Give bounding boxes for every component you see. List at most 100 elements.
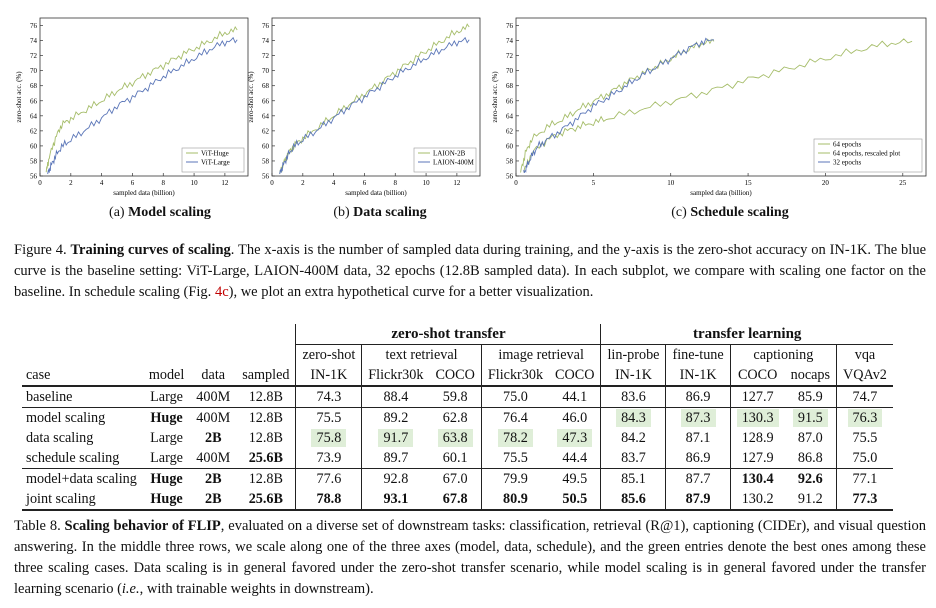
x-tick-label: 2 — [69, 179, 73, 187]
table-cell: 400M — [190, 386, 236, 408]
table-cell-value: 91.5 — [792, 408, 828, 427]
table-cell: 50.5 — [549, 489, 601, 510]
table-cell-value: 86.8 — [797, 449, 823, 466]
subcaption-c: (c) Schedule scaling — [600, 205, 860, 221]
table-cell-value: data scaling — [26, 429, 94, 446]
y-tick-label: 68 — [506, 82, 514, 90]
table-cell-value: 87.7 — [685, 470, 711, 487]
y-tick-label: 60 — [30, 142, 38, 150]
table-cell-value: 83.6 — [621, 388, 646, 405]
column-header: data — [201, 366, 226, 383]
table-cell-value: 400M — [196, 409, 231, 426]
table-cell-value: 85.9 — [797, 388, 823, 405]
table-cell: 84.3 — [600, 407, 666, 428]
table-cell-value: 80.9 — [503, 490, 528, 507]
table-cell-value: joint scaling — [26, 490, 96, 507]
table-cell: 87.0 — [785, 428, 837, 448]
y-tick-label: 66 — [506, 97, 514, 105]
table-cell-value: Large — [150, 388, 183, 405]
plot-schedule-scaling: 56 58 60 62 64 66 68 70 72 74 76 0 5 10 15 20 25 sampled … — [490, 8, 930, 198]
table-cell: 75.5 — [480, 448, 550, 469]
table-cell: 2B — [190, 428, 236, 448]
subcaption-a-title: Model scaling — [128, 205, 211, 220]
table-caption-text-end: , with trainable weights in downstream). — [139, 581, 374, 597]
y-tick-label: 66 — [262, 97, 270, 105]
table-cell-value: 75.8 — [311, 428, 347, 447]
table-cell: 87.1 — [665, 428, 731, 448]
table-cell-value: 77.3 — [852, 490, 878, 507]
table-cell: 73.9 — [295, 448, 362, 469]
table-cell: 59.8 — [429, 386, 481, 408]
table-cell: Large — [143, 428, 190, 448]
table-cell: 80.9 — [480, 489, 550, 510]
table-cell: 78.2 — [480, 428, 550, 448]
y-tick-label: 70 — [262, 67, 270, 75]
header-lin-probe: lin-probe — [600, 344, 666, 365]
table-cell: 75.0 — [836, 448, 893, 469]
legend-entry: 32 epochs — [833, 159, 861, 167]
table-cell-value: 127.7 — [741, 388, 774, 405]
table-cell: joint scaling — [22, 489, 143, 510]
table-cell-value: baseline — [26, 388, 73, 405]
table-cell: 75.0 — [480, 386, 550, 408]
plot-frame — [39, 17, 249, 177]
table-cell-value: 75.5 — [316, 409, 342, 426]
table-header-group-row: zero-shot transfer transfer learning — [22, 324, 893, 345]
y-tick-label: 62 — [262, 127, 270, 135]
table-cell-value: 89.7 — [383, 449, 409, 466]
subcaption-c-title: Schedule scaling — [690, 205, 789, 220]
subcaption-b: (b) Data scaling — [280, 205, 480, 221]
y-tick-label: 74 — [506, 37, 514, 45]
legend-box — [181, 147, 245, 173]
y-tick-label: 70 — [30, 67, 38, 75]
table-cell: 86.8 — [785, 448, 837, 469]
table-cell-value: 49.5 — [562, 470, 588, 487]
y-tick-label: 74 — [262, 37, 270, 45]
x-tick-label: 0 — [38, 179, 42, 187]
y-tick-label: 56 — [506, 173, 514, 181]
table-cell: 67.8 — [429, 489, 481, 510]
results-table: zero-shot transfer transfer learning zer… — [22, 324, 893, 511]
table-cell-value: 25.6B — [248, 490, 283, 507]
column-header: VQAv2 — [836, 365, 893, 386]
table-cell: 25.6B — [236, 448, 296, 469]
table-cell: 77.6 — [295, 468, 362, 489]
column-header: case — [26, 366, 51, 383]
x-tick-label: 6 — [131, 179, 135, 187]
table-row: data scaling Large 2B 12.8B 75.8 91.7 63.8 78.2… — [22, 428, 893, 448]
figure-ref-link[interactable]: 4c — [214, 284, 229, 300]
x-axis-label: sampled data (billion) — [345, 189, 407, 197]
subcaption-a: (a) Model scaling — [60, 205, 260, 221]
table-cell: 76.4 — [480, 407, 550, 428]
table-cell-value: 91.7 — [378, 428, 414, 447]
table-cell: 86.9 — [665, 386, 731, 408]
x-tick-label: 10 — [191, 179, 199, 187]
legend-box — [413, 147, 477, 173]
table-cell-value: 87.1 — [685, 429, 711, 446]
table-cell: 130.2 — [729, 489, 785, 510]
table-cell-value: 2B — [204, 490, 222, 507]
table-cell-value: 77.6 — [316, 470, 342, 487]
table-cell-value: 89.2 — [383, 409, 409, 426]
table-cell-value: Huge — [150, 409, 183, 426]
table-cell: 87.3 — [665, 407, 731, 428]
legend-entry: LAION-400M — [433, 159, 475, 167]
x-tick-label: 4 — [332, 179, 336, 187]
table-caption-title: Scaling behavior of FLIP — [64, 518, 221, 534]
plot-frame — [515, 17, 927, 177]
legend-entry: LAION-2B — [433, 150, 466, 158]
legend-entry: ViT-Large — [201, 159, 230, 167]
table-cell-value: model+data scaling — [26, 470, 137, 487]
table-cell-value: 74.7 — [852, 388, 878, 405]
x-tick-label: 2 — [301, 179, 305, 187]
table-cell-value: 12.8B — [248, 409, 283, 426]
table-cell-value: 76.4 — [503, 409, 528, 426]
table-cell: 91.7 — [361, 428, 430, 448]
table-cell: 127.7 — [729, 386, 785, 408]
table-cell-value: 63.8 — [437, 428, 473, 447]
header-fine-tune: fine-tune — [665, 344, 731, 365]
x-axis-label: sampled data (billion) — [113, 189, 175, 197]
table-cell-value: 87.3 — [680, 408, 716, 427]
legend-entry: ViT-Huge — [201, 150, 229, 158]
